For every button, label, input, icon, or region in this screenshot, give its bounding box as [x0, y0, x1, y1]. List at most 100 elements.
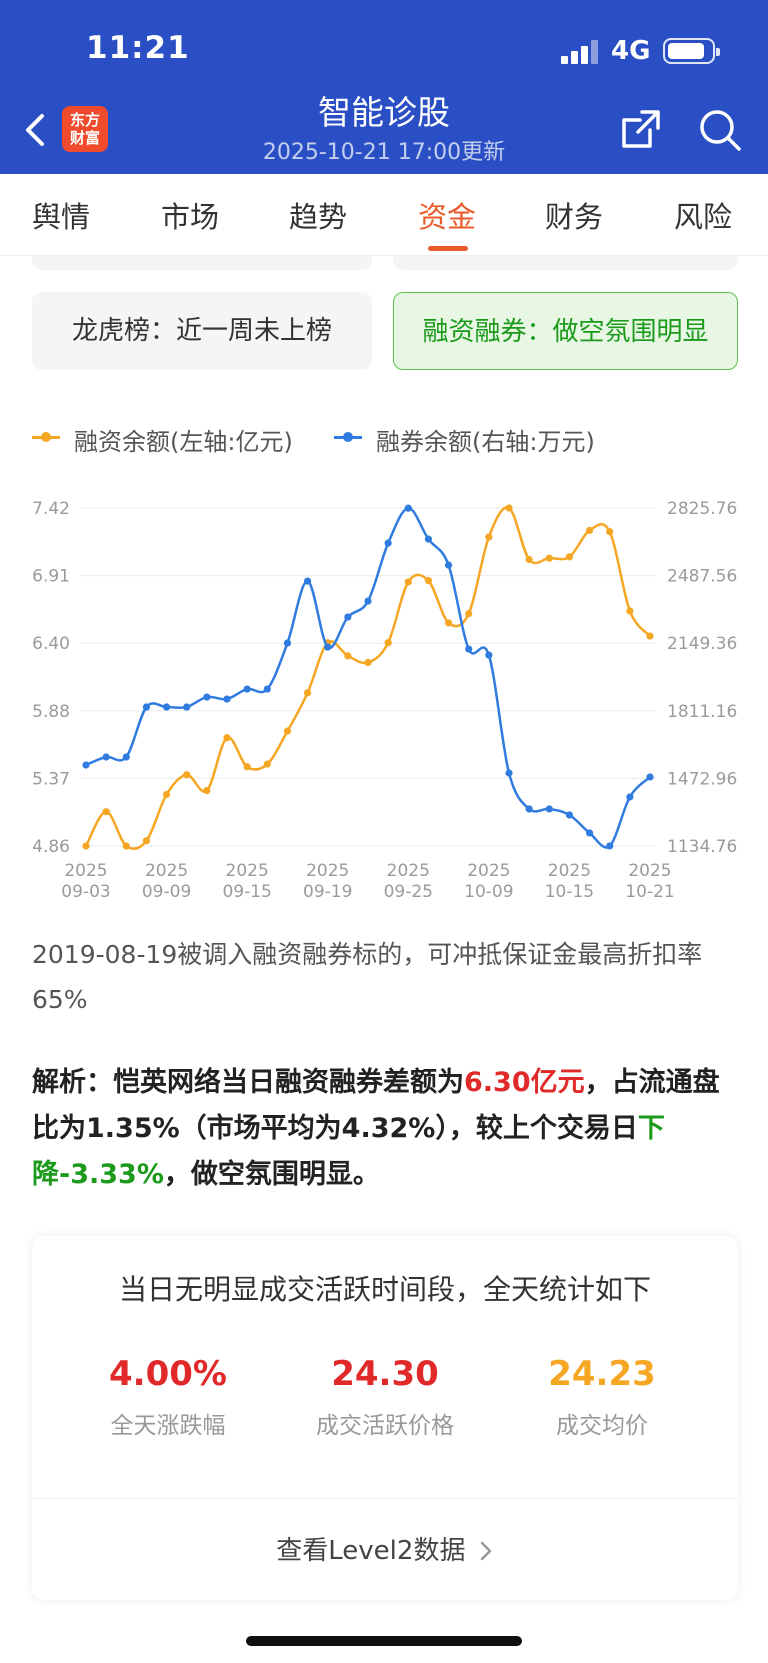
y-left-tick-label: 7.42	[32, 499, 70, 519]
financing-balance-point	[404, 578, 412, 586]
share-icon[interactable]	[620, 108, 662, 150]
y-left-tick-label: 5.37	[32, 769, 70, 789]
x-tick-label: 09-25	[384, 882, 433, 902]
tab-funds[interactable]: 资金	[418, 200, 477, 234]
financing-balance-point	[606, 528, 614, 536]
securities-lending-balance-point	[424, 535, 433, 543]
y-right-tick-label: 2149.36	[667, 634, 737, 654]
securities-lending-balance-point	[565, 811, 574, 819]
x-tick-label: 2025	[226, 861, 269, 881]
x-tick-label: 2025	[387, 861, 430, 881]
trading-stats-card: 当日无明显成交活跃时间段，全天统计如下 4.00% 全天涨跌幅 24.30 成交…	[32, 1236, 738, 1600]
status-time: 11:21	[86, 30, 190, 66]
page-title: 智能诊股	[318, 93, 450, 132]
legend-item-financing[interactable]: 融资余额(左轴:亿元)	[32, 422, 293, 457]
securities-lending-balance-point	[444, 561, 453, 569]
app-header: 11:21 4G 东方 财富 智能诊股 2025-10-21 17:00更新	[0, 0, 768, 174]
tab-market[interactable]: 市场	[161, 200, 220, 234]
financing-balance-point	[384, 639, 392, 647]
securities-lending-balance-point	[485, 651, 493, 659]
securities-lending-balance-point	[364, 597, 372, 605]
securities-lending-balance-point	[183, 703, 191, 711]
securities-lending-balance-point	[203, 693, 211, 701]
margin-note: 2019-08-19被调入融资融券标的，可冲抵保证金最高折扣率65%	[32, 940, 703, 1014]
tab-trend[interactable]: 趋势	[289, 200, 348, 234]
tab-bar: 舆情 市场 趋势 资金 财务 风险	[0, 174, 768, 256]
financing-balance-point	[545, 554, 553, 562]
network-type: 4G	[611, 36, 651, 66]
financing-balance-point	[485, 533, 493, 541]
securities-lending-balance-point	[243, 685, 251, 693]
margin-trading-box[interactable]: 融资融券：做空氛围明显	[393, 292, 738, 370]
x-tick-label: 2025	[548, 861, 591, 881]
financing-balance-point	[505, 504, 513, 512]
securities-lending-balance-point	[102, 753, 110, 761]
stat-active-price: 24.30 成交活跃价格	[316, 1354, 454, 1439]
tab-sentiment[interactable]: 舆情	[32, 200, 91, 234]
margin-balance-diff: 6.30亿元	[464, 1067, 585, 1098]
y-right-tick-label: 2825.76	[667, 499, 737, 519]
securities-lending-balance-point	[606, 842, 614, 850]
x-tick-label: 10-21	[625, 882, 674, 902]
signal-icon	[561, 40, 599, 64]
back-icon[interactable]	[22, 112, 52, 148]
securities-lending-balance-point	[324, 643, 332, 651]
financing-balance-point	[223, 734, 231, 742]
y-right-tick-label: 2487.56	[667, 567, 737, 587]
financing-balance-point	[203, 786, 211, 795]
y-right-tick-label: 1134.76	[667, 837, 737, 857]
y-left-tick-label: 5.88	[32, 702, 70, 722]
margin-balance-chart: 7.42 2825.76 6.91 2487.56 6.40 2149.36 5.88 181…	[32, 499, 737, 902]
securities-lending-balance-point	[646, 773, 654, 781]
dragon-tiger-box[interactable]: 龙虎榜：近一周未上榜	[32, 292, 372, 370]
analysis-text: 解析：恺英网络当日融资融券差额为6.30亿元，占流通盘比为1.35%（市场平均为…	[32, 1067, 720, 1190]
tab-active-indicator	[428, 246, 468, 251]
financing-balance-point	[465, 610, 473, 618]
chevron-right-icon	[480, 1541, 491, 1561]
battery-icon	[663, 38, 720, 64]
securities-lending-balance-point	[283, 639, 292, 647]
stat-day-change: 4.00% 全天涨跌幅	[109, 1354, 227, 1439]
financing-balance-point	[102, 808, 110, 816]
search-icon[interactable]	[698, 108, 742, 152]
financing-balance-point	[122, 842, 130, 850]
y-left-tick-label: 6.40	[32, 634, 70, 654]
x-tick-label: 09-03	[61, 882, 110, 902]
legend-item-securities-lending[interactable]: 融券余额(右轴:万元)	[334, 422, 595, 457]
financing-balance-point	[263, 760, 271, 768]
financing-balance-point	[424, 577, 433, 585]
y-left-tick-label: 4.86	[32, 837, 70, 857]
financing-balance-point	[183, 771, 191, 779]
securities-lending-balance-point	[525, 805, 533, 813]
securities-lending-balance-point	[223, 695, 231, 703]
securities-lending-balance-point	[545, 805, 553, 813]
financing-balance-point	[444, 619, 453, 627]
securities-lending-balance-point	[585, 829, 594, 837]
securities-lending-balance-point	[626, 793, 634, 801]
y-right-tick-label: 1472.96	[667, 769, 737, 789]
financing-balance-point	[162, 790, 171, 799]
securities-lending-balance-point	[465, 645, 473, 653]
card-stub	[32, 256, 372, 270]
home-indicator	[246, 1636, 522, 1646]
update-time: 2025-10-21 17:00更新	[262, 140, 506, 165]
tab-finance[interactable]: 财务	[545, 200, 604, 234]
financing-balance-point	[626, 607, 634, 615]
securities-lending-balance-point	[263, 685, 271, 693]
financing-balance-point	[283, 727, 292, 735]
level2-link[interactable]: 查看Level2数据	[32, 1530, 738, 1567]
securities-lending-balance-point	[303, 577, 312, 585]
change-value: 下降-3.33%	[32, 1113, 665, 1190]
securities-lending-balance-point	[344, 613, 352, 621]
securities-lending-balance-point	[505, 769, 513, 777]
securities-lending-balance-point	[142, 703, 151, 711]
financing-balance-point	[525, 555, 533, 564]
x-tick-label: 2025	[628, 861, 671, 881]
x-tick-label: 09-19	[303, 882, 352, 902]
stats-title: 当日无明显成交活跃时间段，全天统计如下	[118, 1273, 651, 1306]
x-tick-label: 09-15	[222, 882, 271, 902]
financing-balance-point	[344, 652, 352, 660]
app-logo: 东方 财富	[62, 106, 108, 152]
financing-balance-point	[243, 763, 251, 771]
tab-risk[interactable]: 风险	[674, 200, 733, 234]
